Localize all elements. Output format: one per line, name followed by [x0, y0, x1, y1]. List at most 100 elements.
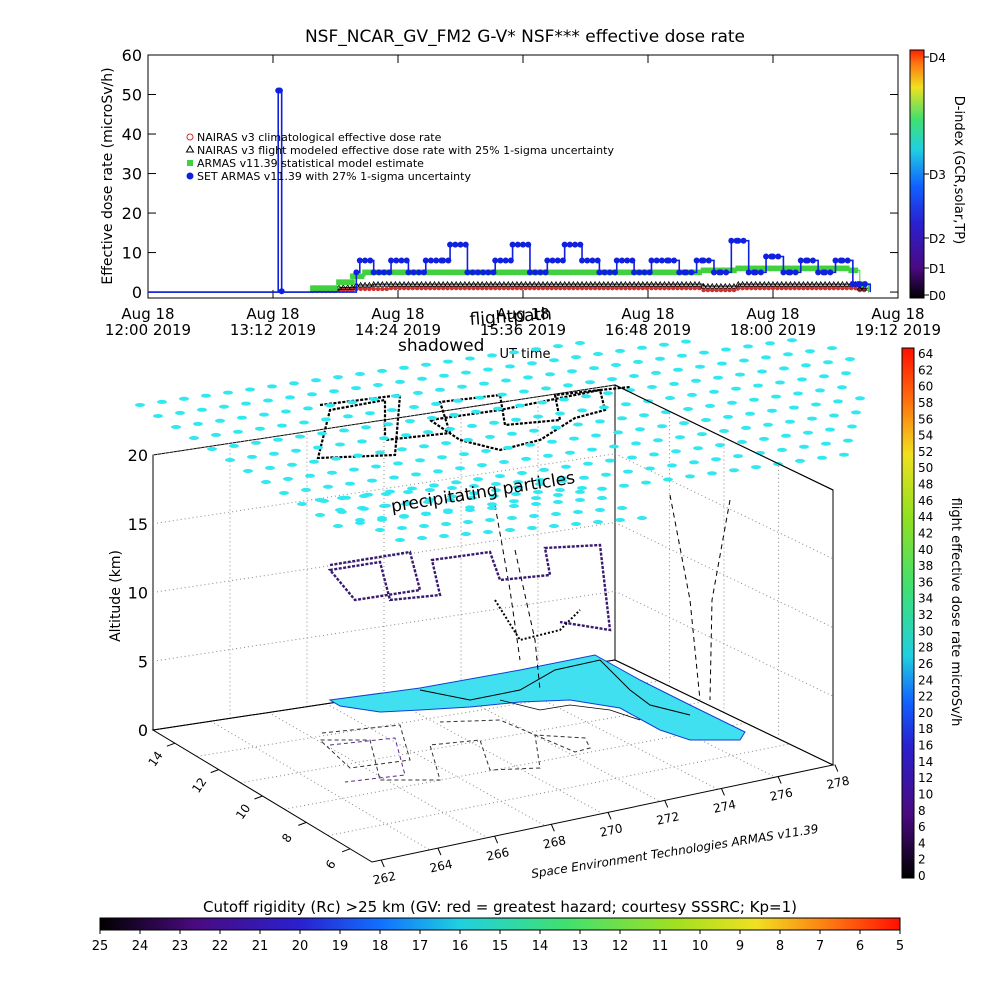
particle-mark	[549, 358, 559, 363]
series-marker	[487, 280, 495, 287]
particle-mark	[321, 417, 331, 422]
series-line	[148, 283, 869, 293]
particle-mark	[211, 432, 221, 437]
series-marker	[804, 257, 811, 264]
lon-tick-label: 266	[485, 845, 510, 863]
x-tick-label-date: Aug 18	[746, 305, 799, 323]
particle-mark	[511, 417, 521, 422]
dose-rate-colorbar-label: 52	[918, 445, 933, 459]
particle-mark	[273, 437, 283, 442]
lat-tick	[298, 821, 307, 826]
particle-mark	[395, 538, 405, 542]
series-marker	[696, 280, 703, 287]
series-marker	[353, 269, 360, 276]
series-marker	[718, 287, 724, 293]
particle-mark	[733, 454, 743, 459]
particle-mark	[645, 466, 655, 471]
series-marker	[336, 279, 342, 285]
series-marker	[588, 285, 593, 291]
particle-mark	[689, 460, 699, 465]
series-marker	[822, 285, 828, 291]
series-marker	[427, 285, 433, 291]
lon-tick	[494, 836, 499, 844]
particle-mark	[727, 400, 737, 405]
altitude-axis-label: Altitude (km)	[108, 550, 124, 642]
series-marker	[587, 269, 594, 276]
lon-tick-label: 272	[655, 809, 680, 827]
d-label: D0	[929, 289, 946, 303]
legend-label: ARMAS v11.39 statistical model estimate	[197, 157, 424, 170]
particle-mark	[503, 445, 513, 450]
series-marker	[583, 269, 590, 276]
y-tick-label: 10	[122, 244, 142, 263]
series-marker	[778, 265, 785, 272]
particle-mark	[491, 488, 501, 493]
particle-mark	[641, 480, 651, 485]
series-marker	[763, 253, 770, 260]
series-marker	[717, 282, 725, 289]
lat-tick-label: 6	[323, 857, 339, 871]
series-marker	[457, 280, 464, 287]
particle-mark	[269, 451, 279, 456]
particle-mark	[357, 439, 367, 444]
particle-mark	[237, 415, 247, 420]
series-marker	[688, 285, 693, 291]
particle-mark	[441, 441, 451, 446]
series-marker	[596, 269, 603, 276]
series-marker	[462, 241, 469, 248]
series-marker	[594, 257, 601, 264]
series-marker	[278, 288, 285, 295]
series-marker	[525, 241, 532, 248]
series-marker	[856, 281, 863, 288]
particle-mark	[575, 341, 585, 345]
particle-mark	[731, 386, 741, 391]
series-marker	[470, 280, 477, 287]
y-tick-label: 20	[122, 204, 142, 223]
series-marker	[723, 287, 728, 293]
series-marker	[745, 269, 752, 276]
particle-mark	[659, 342, 669, 347]
dose-rate-colorbar-label: 16	[918, 739, 933, 753]
series-marker	[808, 280, 816, 287]
series-marker	[671, 257, 678, 264]
particle-mark	[439, 534, 449, 538]
cutoff-colorbar-label: 20	[292, 939, 309, 954]
series-marker	[544, 280, 551, 287]
series-marker	[493, 285, 498, 291]
particle-mark	[787, 338, 797, 343]
series-marker	[613, 257, 620, 264]
dose-rate-colorbar	[901, 347, 915, 879]
top-right-edge	[614, 384, 834, 491]
particle-mark	[513, 485, 523, 490]
series-marker	[609, 280, 616, 287]
series-marker	[646, 269, 653, 276]
cutoff-colorbar-label: 17	[412, 939, 429, 954]
particle-mark	[539, 467, 549, 472]
x-tick-label-time: 16:48 2019	[605, 321, 691, 339]
series-marker	[752, 280, 759, 287]
particle-mark	[827, 346, 837, 351]
particle-mark	[375, 528, 385, 532]
series-marker	[835, 285, 841, 291]
series-marker	[769, 280, 777, 287]
d-index-labels: D0 D1 D2 D3 D4	[924, 51, 946, 303]
particle-mark	[333, 375, 343, 380]
particle-mark	[277, 423, 287, 428]
series-marker	[669, 280, 677, 287]
series-marker	[483, 280, 490, 287]
dose-rate-colorbar-label: 40	[918, 543, 933, 557]
particle-mark	[841, 371, 851, 376]
cutoff-colorbar-label: 6	[856, 939, 864, 954]
series-marker	[440, 257, 447, 264]
particle-mark	[535, 478, 545, 482]
particle-mark	[355, 372, 365, 376]
series-marker	[710, 269, 717, 276]
altitude-axis: 0 5 10 15 20	[128, 446, 148, 740]
particle-mark	[535, 482, 545, 486]
series-marker	[314, 285, 321, 291]
series-marker	[397, 285, 402, 291]
cutoff-colorbar-label: 16	[452, 939, 469, 954]
particle-mark	[421, 512, 431, 516]
series-marker	[566, 241, 573, 248]
